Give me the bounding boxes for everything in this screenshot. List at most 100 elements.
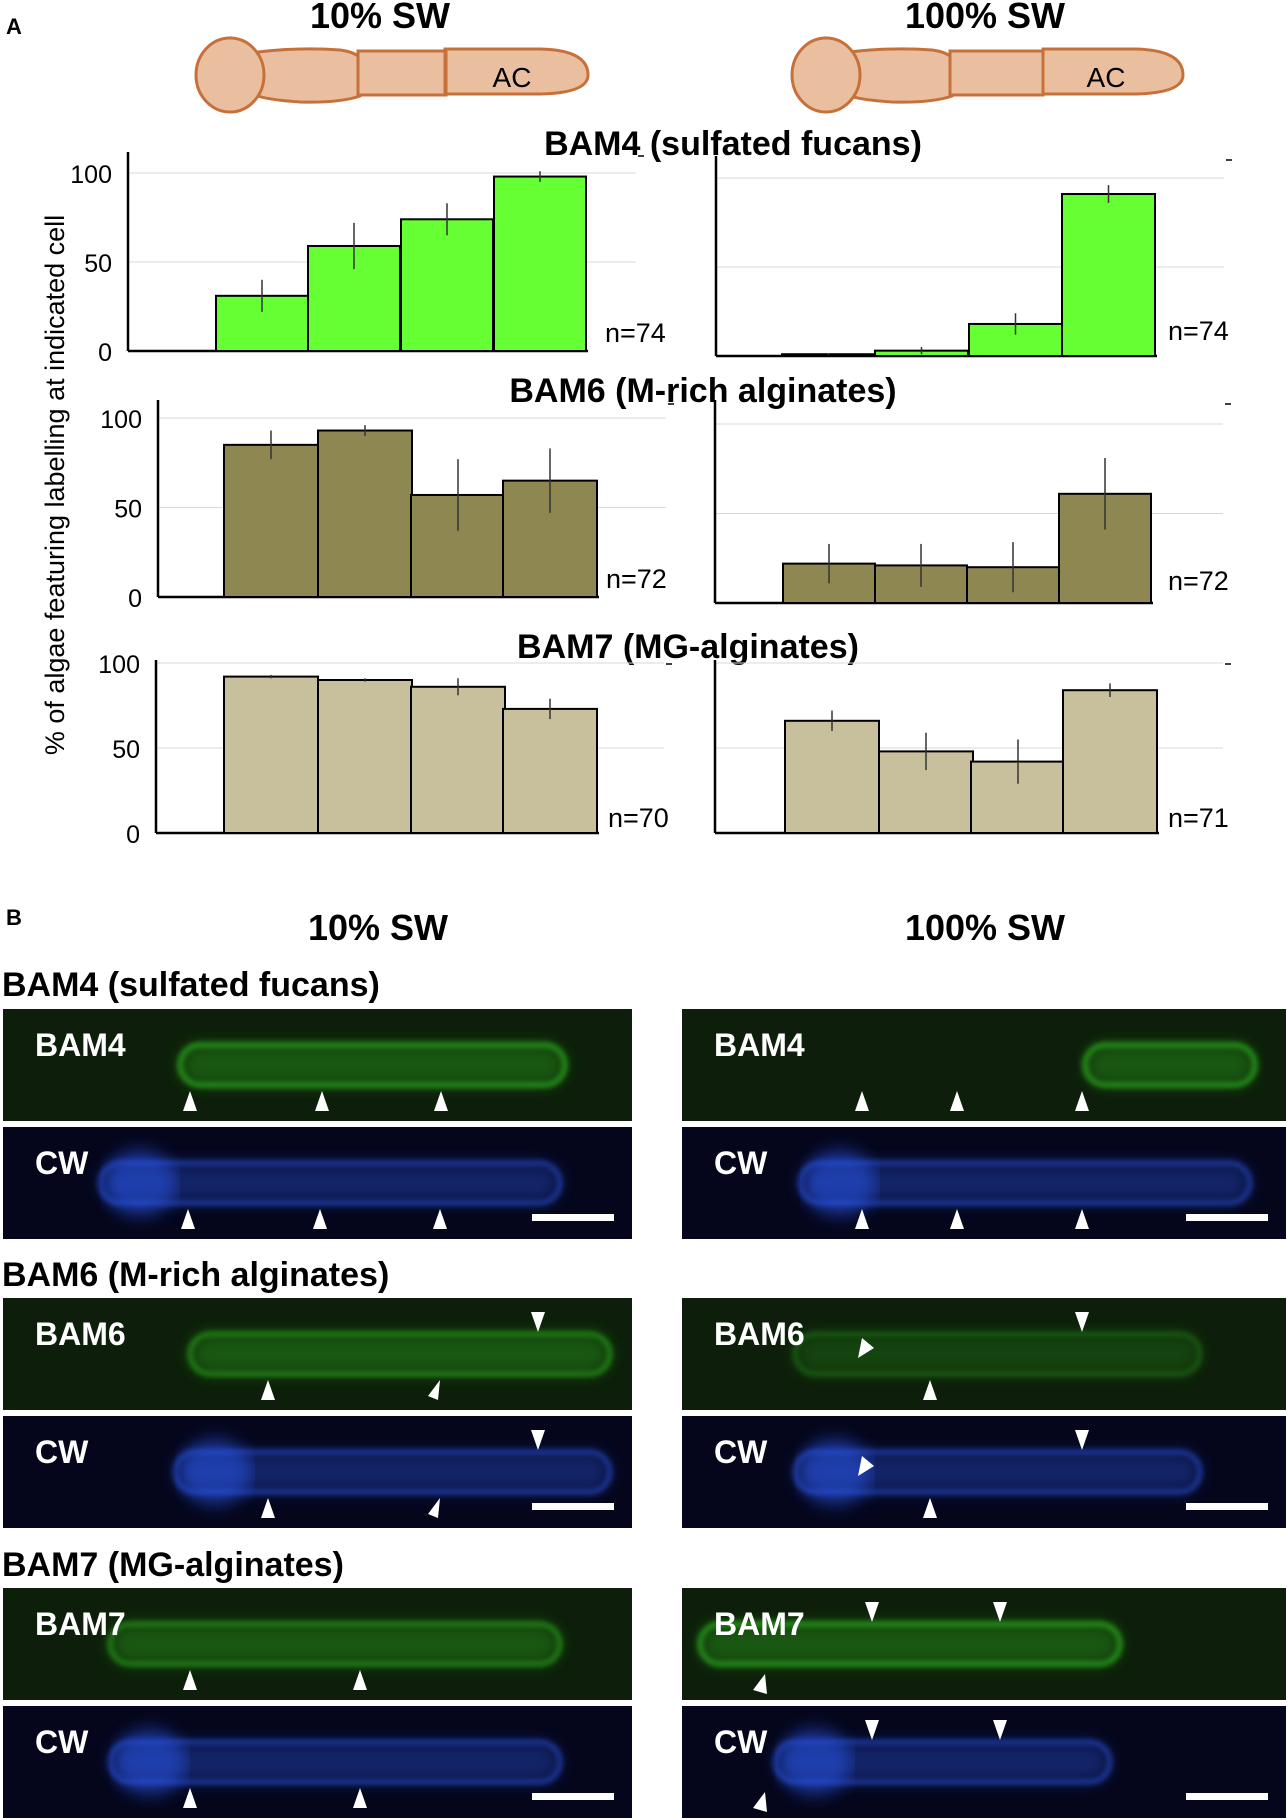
row-title-bam6: BAM6 (M-rich alginates) bbox=[509, 372, 896, 410]
stain-label: BAM7 bbox=[714, 1606, 805, 1642]
arrowhead-marker bbox=[858, 1338, 874, 1358]
calcofluor-micrograph: CW bbox=[3, 1127, 632, 1239]
antibody-micrograph: BAM7 bbox=[3, 1588, 632, 1700]
arrowhead-marker bbox=[261, 1380, 275, 1400]
bar bbox=[223, 443, 319, 598]
calcofluor-micrograph: CW bbox=[3, 1706, 632, 1818]
scale-bar bbox=[532, 1214, 614, 1221]
arrowhead-marker bbox=[858, 1456, 874, 1476]
antibody-micrograph: BAM4 bbox=[3, 1009, 632, 1121]
bar bbox=[317, 679, 413, 834]
arrowhead-marker bbox=[183, 1670, 197, 1690]
y-tick-label: 50 bbox=[112, 736, 140, 764]
calcofluor-micrograph: CW bbox=[682, 1706, 1286, 1818]
arrowhead-marker bbox=[855, 1209, 869, 1229]
sample-size-label: n=71 bbox=[1168, 803, 1229, 833]
panel-b-condition-right: 100% SW bbox=[905, 907, 1065, 948]
arrowhead-marker bbox=[433, 1209, 447, 1229]
row-title-bam4: BAM4 (sulfated fucans) bbox=[544, 125, 922, 163]
section-title-bam4: BAM4 (sulfated fucans) bbox=[2, 966, 380, 1004]
chart-bam4-100sw: n=74 bbox=[714, 156, 1232, 358]
apical-cell-label-right: AC bbox=[1087, 62, 1126, 93]
calcofluor-micrograph: CW bbox=[682, 1416, 1286, 1528]
panel-a-condition-left: 10% SW bbox=[310, 0, 450, 36]
arrowhead-marker bbox=[315, 1091, 329, 1111]
arrowhead-marker bbox=[993, 1720, 1007, 1740]
sample-size-label: n=70 bbox=[608, 803, 669, 833]
scale-bar bbox=[1186, 1214, 1268, 1221]
arrowhead-marker bbox=[261, 1498, 275, 1518]
calcofluor-micrograph: CW bbox=[3, 1416, 632, 1528]
arrowhead-marker bbox=[183, 1091, 197, 1111]
panel-b-condition-left: 10% SW bbox=[308, 907, 448, 948]
arrowhead-marker bbox=[428, 1380, 440, 1400]
y-tick-label: 100 bbox=[70, 161, 112, 189]
y-axis-label: % of algae featuring labelling at indica… bbox=[40, 215, 70, 755]
section-title-bam7: BAM7 (MG-alginates) bbox=[2, 1546, 344, 1584]
stain-label: CW bbox=[35, 1724, 89, 1760]
bar bbox=[1062, 689, 1158, 835]
arrowhead-marker bbox=[353, 1670, 367, 1690]
antibody-micrograph: BAM7 bbox=[682, 1588, 1286, 1700]
stain-label: CW bbox=[714, 1724, 768, 1760]
stain-label: BAM6 bbox=[35, 1316, 126, 1352]
arrowhead-marker bbox=[434, 1091, 448, 1111]
chart-bam6-100sw: n=72 bbox=[713, 400, 1231, 605]
bar bbox=[493, 175, 587, 352]
filament-diagram-right: AC bbox=[790, 36, 1185, 114]
y-tick-label: 0 bbox=[98, 339, 112, 367]
arrowhead-marker bbox=[855, 1091, 869, 1111]
chart-bam7-10sw: 100 50 0 n=70 bbox=[98, 651, 672, 849]
y-tick-label: 50 bbox=[84, 250, 112, 278]
y-tick-label: 0 bbox=[126, 821, 140, 849]
section-title-bam6: BAM6 (M-rich alginates) bbox=[2, 1256, 389, 1294]
chart-bam4-10sw: 100 50 0 n=74 bbox=[70, 152, 666, 367]
calcofluor-micrograph: CW bbox=[682, 1127, 1286, 1239]
panel-a-label: A bbox=[6, 14, 22, 39]
chart-bam7-100sw: n=71 bbox=[713, 660, 1231, 835]
arrowhead-marker bbox=[353, 1788, 367, 1808]
scale-bar bbox=[1186, 1503, 1268, 1510]
panel-b-label: B bbox=[6, 905, 22, 930]
arrowhead-marker bbox=[923, 1380, 937, 1400]
stain-label: BAM7 bbox=[35, 1606, 126, 1642]
antibody-micrograph: BAM6 bbox=[3, 1298, 632, 1410]
arrowhead-marker bbox=[993, 1602, 1007, 1622]
antibody-micrograph: BAM6 bbox=[682, 1298, 1286, 1410]
arrowhead-marker bbox=[428, 1498, 440, 1518]
arrowhead-marker bbox=[865, 1602, 879, 1622]
arrowhead-marker bbox=[313, 1209, 327, 1229]
bar bbox=[317, 429, 413, 598]
bar bbox=[223, 675, 319, 834]
bar bbox=[400, 218, 494, 352]
bar bbox=[1061, 193, 1156, 357]
stain-label: CW bbox=[35, 1434, 89, 1470]
arrowhead-marker bbox=[1075, 1209, 1089, 1229]
arrowhead-marker bbox=[950, 1209, 964, 1229]
arrowhead-marker bbox=[1075, 1430, 1089, 1450]
sample-size-label: n=72 bbox=[1168, 566, 1229, 596]
bar bbox=[784, 719, 880, 834]
y-tick-label: 0 bbox=[128, 585, 142, 613]
apical-cell-label: AC bbox=[493, 62, 532, 93]
arrowhead-marker bbox=[950, 1091, 964, 1111]
antibody-micrograph: BAM4 bbox=[682, 1009, 1286, 1121]
arrowhead-marker bbox=[531, 1430, 545, 1450]
arrowhead-marker bbox=[531, 1312, 545, 1332]
y-tick-label: 100 bbox=[100, 406, 142, 434]
stain-label: BAM4 bbox=[714, 1027, 805, 1063]
arrowhead-marker bbox=[865, 1720, 879, 1740]
chart-bam6-10sw: 100 50 0 n=72 bbox=[100, 400, 674, 613]
arrowhead-marker bbox=[181, 1209, 195, 1229]
arrowhead-marker bbox=[753, 1674, 767, 1694]
arrowhead-marker bbox=[1075, 1091, 1089, 1111]
stain-label: CW bbox=[714, 1145, 768, 1181]
y-tick-label: 50 bbox=[114, 496, 142, 524]
sample-size-label: n=72 bbox=[606, 564, 667, 594]
panel-a-condition-right: 100% SW bbox=[905, 0, 1065, 36]
row-title-bam7: BAM7 (MG-alginates) bbox=[517, 628, 859, 666]
scale-bar bbox=[532, 1503, 614, 1510]
stain-label: CW bbox=[714, 1434, 768, 1470]
scale-bar bbox=[1186, 1793, 1268, 1800]
